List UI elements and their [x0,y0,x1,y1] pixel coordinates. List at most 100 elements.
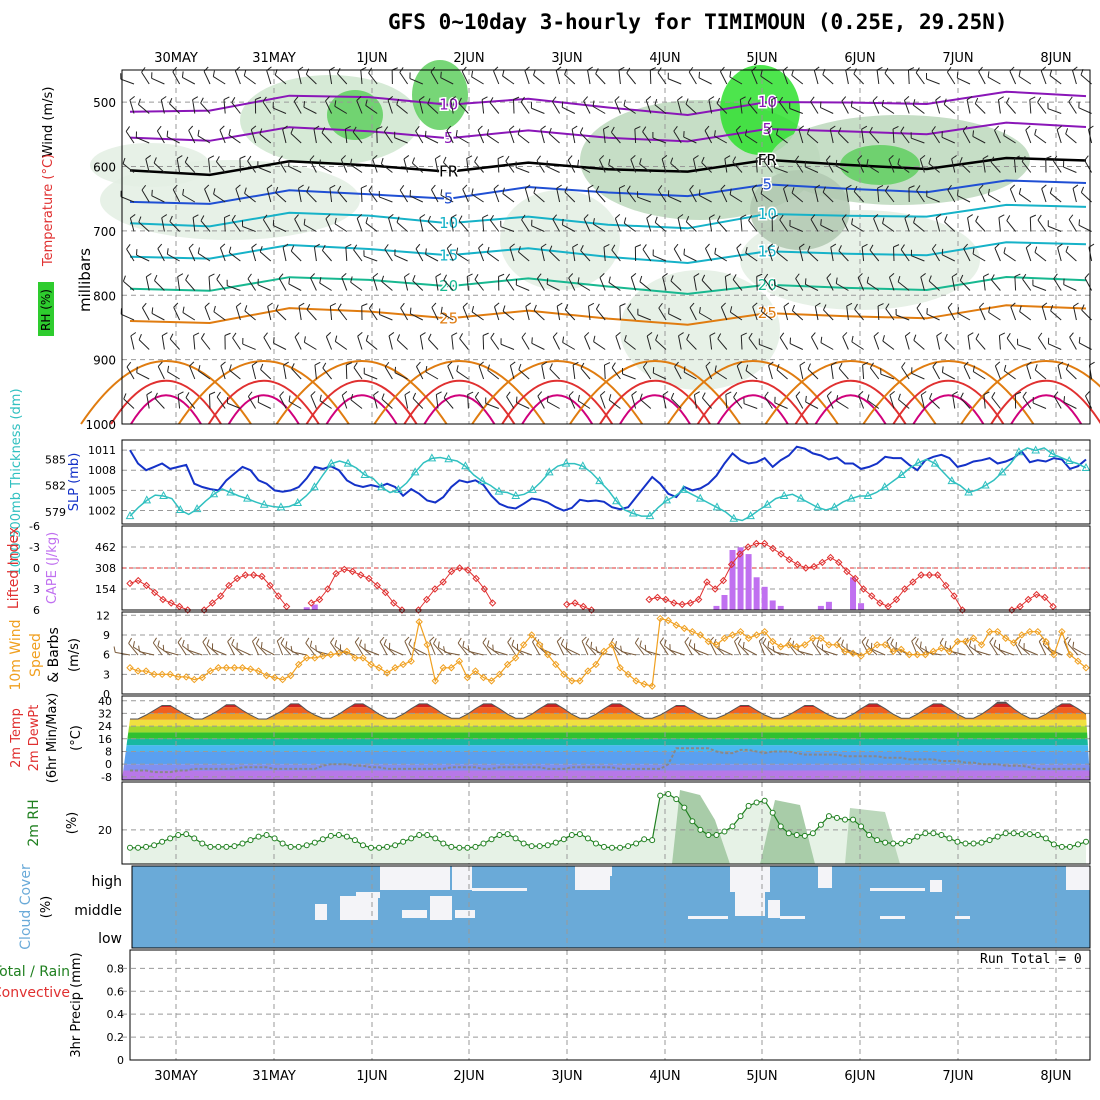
wind-speed-marker [206,667,215,675]
wind-barb-feather [403,155,410,160]
wind-barb-feather [285,641,288,648]
wind-barb [430,71,439,85]
wind-barb [310,395,317,409]
wind-barb [328,70,333,85]
wind-barb-feather [341,391,348,396]
wind-barb [184,161,196,173]
wind-barb-feather [767,125,773,131]
wind-barb-feather [260,641,263,649]
wind-speed-marker [640,680,648,688]
wind-barb-feather [645,96,652,101]
wind-barb [988,194,1001,203]
wind-barb [724,158,728,173]
wind-barb-feather [1068,96,1073,103]
lifted-index-marker [266,581,274,590]
wind-barb-feather [306,186,310,193]
wind-barb-feather [592,218,595,225]
wind-barb [1017,344,1031,350]
wind-barb-feather [610,126,615,133]
wind-barb-feather [263,332,268,338]
wind-barb [425,371,439,380]
date-tick-bottom: 7JUN [942,1069,973,1084]
wind-barb-feather [428,333,432,340]
wind-barb-feather [379,636,385,643]
wind-barb [718,648,733,656]
wind-barb [926,196,940,203]
wind-barb-feather [404,636,410,642]
wind-speed-line [129,617,1087,687]
wind-speed-marker [945,647,954,656]
wind-barb-feather [853,68,857,75]
wind-barb-feather [336,68,341,74]
wind-barb [223,217,226,232]
wind-barb [810,101,819,114]
wind-barb [836,400,849,409]
isotherm-label: 15 [439,246,458,264]
wind-barb-feather [987,188,990,195]
wind-barb [1022,278,1032,291]
wind-barb-feather [748,215,753,221]
wind-barb-feather [346,362,353,366]
rh-marker [143,843,150,850]
wind-barb [291,368,302,380]
wind-barb [138,104,150,114]
rh-marker [1074,841,1081,848]
wind-barb [1048,343,1062,350]
isotherm-label: FR [439,163,458,181]
wind-barb [1029,99,1032,114]
wind-barb [1048,225,1062,232]
wind-barb-feather [791,187,795,194]
wind-barb [556,641,565,656]
surface-isotherm-arc [696,379,809,425]
wind-barb [740,335,743,350]
wind-barb-feather [853,186,858,192]
wind-barb [747,102,758,114]
wind-barb [345,246,348,262]
wind-barb-feather [521,332,527,338]
thickness-marker [343,458,353,467]
lifted-index-marker [390,599,398,607]
surface-isotherm-arc [207,379,320,425]
lifted-index-marker [909,578,917,586]
wind-barb [136,137,150,144]
wind-barb [978,189,986,203]
wind-barb-feather [729,70,732,78]
wind-barb [537,395,545,409]
cape-bar [858,603,865,610]
lifted-index-marker [142,581,151,590]
wind-barb [141,71,150,85]
lifted-index-marker [480,585,489,593]
wind-barb-feather [608,394,612,401]
wind-barb [881,105,895,114]
wind-barb-feather [487,364,490,371]
wind-barb-feather [443,646,446,653]
rh-marker [151,842,158,849]
wind-barb-feather [585,638,590,645]
wind-barb-feather [288,277,291,284]
wind-barb [1056,129,1062,144]
wind-barb [943,103,956,114]
wind-barb [247,160,257,173]
wind-barb-feather [888,155,894,160]
wind-barb [583,218,591,232]
slp-tick: 1008 [88,464,116,477]
wind-speed-marker [929,647,938,656]
wind-barb-feather [318,159,321,166]
rh-marker [785,830,792,837]
isotherm-label: 25 [439,309,458,327]
wind-barb-feather [901,362,906,368]
wind-speed-marker [230,664,239,672]
wind-barb-feather [841,214,847,220]
cloud-gap [880,916,905,919]
wind-barb [305,642,316,656]
wind-barb-feather [577,394,580,401]
lifted-index-marker [241,571,250,579]
wind-barb-feather [608,276,611,283]
lifted-index-line [566,602,592,611]
temp-axis-label: (6hr Min/Max) [45,693,60,783]
wind-barb [982,158,986,173]
wind-barb [415,248,424,262]
wind-barb [1019,311,1032,321]
cape-tick: 462 [95,541,116,554]
wind-barb-feather [936,332,942,337]
